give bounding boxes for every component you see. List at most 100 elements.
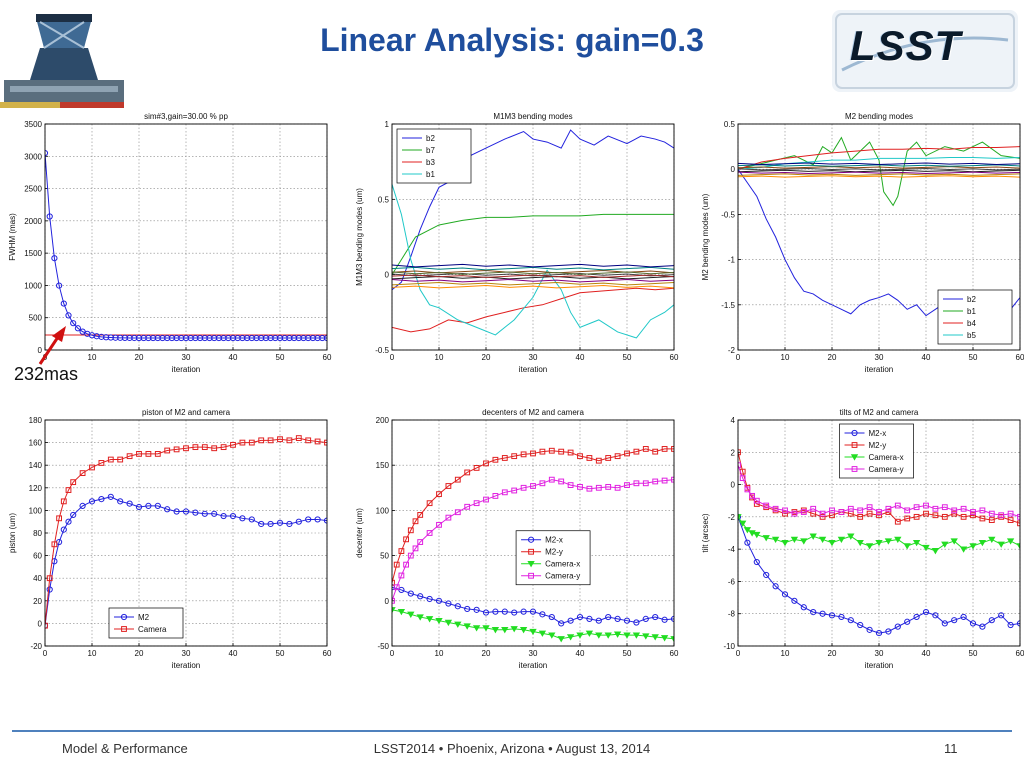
data-point: [305, 516, 312, 523]
legend-label: b1: [426, 170, 435, 179]
legend-label: b4: [967, 319, 976, 328]
y-tick-label: 150: [376, 461, 390, 470]
x-tick-label: 0: [736, 649, 741, 658]
data-point: [492, 493, 499, 499]
data-point: [492, 456, 499, 463]
data-point: [511, 453, 518, 460]
brand-logo: [832, 10, 1018, 92]
x-tick-label: 50: [969, 353, 978, 362]
legend-label: b5: [967, 331, 976, 340]
chart-fwhm-svg: sim#3,gain=30.00 % pp0102030405060050010…: [8, 112, 332, 374]
data-point: [46, 213, 53, 220]
data-point: [614, 615, 621, 622]
data-point: [876, 509, 882, 515]
series-line: [392, 278, 674, 283]
data-point: [65, 487, 72, 493]
legend-label: Camera-y: [869, 465, 904, 474]
data-point: [800, 509, 807, 515]
series-group: [738, 449, 1020, 637]
data-point: [576, 613, 584, 621]
data-point: [70, 479, 77, 486]
data-point: [407, 527, 414, 534]
data-point: [258, 437, 265, 444]
data-point: [856, 539, 864, 547]
data-point: [324, 439, 327, 446]
data-point: [291, 334, 298, 342]
x-tick-label: 30: [529, 353, 538, 362]
data-point: [595, 632, 603, 639]
data-point: [45, 622, 48, 629]
data-point: [857, 621, 864, 629]
data-point: [538, 630, 547, 637]
data-point: [800, 604, 807, 611]
data-point: [960, 505, 967, 512]
data-point: [511, 609, 518, 616]
data-point: [810, 609, 817, 616]
data-point: [738, 514, 742, 521]
data-point: [393, 584, 400, 591]
data-point: [154, 502, 161, 509]
x-tick-label: 40: [229, 353, 238, 362]
data-point: [744, 486, 751, 493]
x-tick-label: 20: [482, 649, 491, 658]
axes-frame: [44, 123, 328, 351]
data-point: [463, 623, 471, 630]
x-axis-label: iteration: [865, 365, 893, 374]
data-point: [661, 477, 668, 484]
y-axis-label: FWHM (mas): [8, 213, 17, 261]
data-point: [60, 300, 67, 307]
data-point: [969, 543, 977, 550]
data-point: [661, 446, 668, 452]
legend-label: M2-x: [545, 536, 563, 545]
x-tick-label: 40: [576, 353, 585, 362]
data-point: [847, 505, 854, 512]
data-point: [660, 635, 669, 642]
data-point: [398, 548, 405, 554]
data-point: [435, 617, 443, 625]
y-tick-label: -6: [728, 577, 736, 586]
data-point: [951, 507, 958, 514]
data-point: [739, 520, 747, 527]
data-point: [239, 439, 246, 446]
data-point: [519, 627, 528, 634]
data-point: [998, 612, 1005, 619]
x-tick-label: 60: [670, 649, 679, 658]
data-point: [392, 579, 395, 586]
x-tick-label: 10: [435, 649, 444, 658]
data-point: [885, 628, 892, 635]
x-axis-label: iteration: [519, 661, 547, 670]
data-point: [426, 595, 433, 603]
series-line: [738, 175, 1020, 178]
data-point: [164, 506, 171, 513]
data-point: [51, 541, 58, 548]
data-point: [107, 493, 114, 500]
data-point: [192, 444, 199, 451]
data-point: [771, 536, 780, 544]
data-point: [88, 498, 96, 505]
data-point: [145, 502, 152, 509]
x-tick-label: 40: [922, 649, 931, 658]
data-point: [941, 504, 948, 511]
data-point: [258, 334, 265, 342]
y-tick-label: 2500: [24, 185, 42, 194]
y-tick-label: 180: [29, 416, 43, 425]
footer-section-label: Model & Performance: [62, 741, 188, 756]
data-point: [248, 439, 255, 446]
data-point: [397, 608, 406, 616]
data-point: [201, 510, 208, 517]
data-point: [865, 543, 874, 550]
data-point: [286, 437, 293, 444]
series-line: [392, 281, 674, 286]
data-point: [548, 476, 555, 483]
legend-label: M2-y: [869, 441, 887, 450]
x-tick-label: 50: [623, 649, 632, 658]
data-point: [847, 533, 855, 540]
data-point: [51, 255, 58, 262]
legend: b2 b7 b3 b1: [396, 128, 472, 184]
slide-title: Linear Analysis: gain=0.3: [320, 22, 704, 58]
x-tick-label: 20: [135, 353, 144, 362]
series-line: [392, 448, 674, 583]
data-point: [988, 517, 995, 523]
data-point: [201, 444, 208, 451]
data-point: [126, 500, 133, 507]
